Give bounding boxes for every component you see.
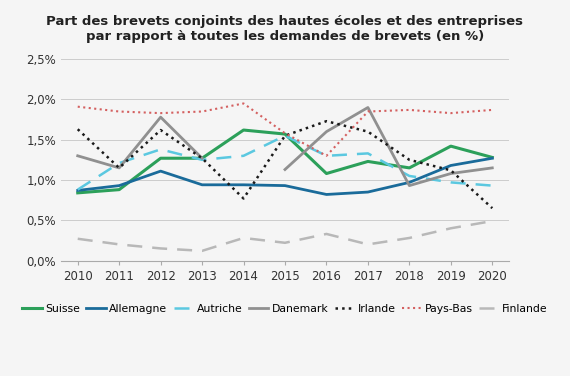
Autriche [447, 180, 454, 185]
Suisse [406, 166, 413, 170]
Allemagne [323, 192, 330, 197]
Allemagne [489, 156, 496, 161]
Suisse [74, 191, 81, 195]
Pays-Bas [447, 111, 454, 115]
Autriche [74, 187, 81, 192]
Danemark [116, 166, 123, 170]
Finlande [323, 232, 330, 236]
Irlande [116, 166, 123, 170]
Pays-Bas [282, 131, 288, 135]
Autriche [240, 153, 247, 158]
Irlande [323, 119, 330, 123]
Danemark [199, 156, 206, 161]
Allemagne [116, 183, 123, 188]
Suisse [489, 155, 496, 160]
Irlande [447, 168, 454, 173]
Irlande [157, 128, 164, 132]
Line: Danemark: Danemark [78, 108, 492, 186]
Allemagne [74, 188, 81, 193]
Allemagne [199, 183, 206, 187]
Irlande [199, 156, 206, 161]
Irlande [364, 129, 371, 134]
Finlande [199, 249, 206, 253]
Danemark [157, 115, 164, 120]
Autriche [406, 174, 413, 178]
Pays-Bas [199, 109, 206, 114]
Finlande [157, 246, 164, 251]
Suisse [364, 159, 371, 164]
Line: Irlande: Irlande [78, 121, 492, 208]
Allemagne [282, 183, 288, 188]
Line: Suisse: Suisse [78, 130, 492, 193]
Irlande [282, 133, 288, 138]
Danemark [74, 153, 81, 158]
Finlande [489, 219, 496, 223]
Line: Allemagne: Allemagne [78, 158, 492, 194]
Irlande [240, 196, 247, 201]
Pays-Bas [489, 108, 496, 112]
Suisse [157, 156, 164, 161]
Suisse [240, 128, 247, 132]
Finlande [447, 226, 454, 230]
Irlande [489, 206, 496, 211]
Finlande [74, 237, 81, 241]
Line: Pays-Bas: Pays-Bas [78, 103, 492, 156]
Suisse [116, 187, 123, 192]
Pays-Bas [74, 105, 81, 109]
Autriche [489, 183, 496, 188]
Irlande [74, 127, 81, 132]
Suisse [447, 144, 454, 149]
Danemark [447, 171, 454, 176]
Autriche [199, 158, 206, 162]
Finlande [364, 242, 371, 247]
Pays-Bas [364, 109, 371, 114]
Allemagne [157, 169, 164, 173]
Finlande [406, 236, 413, 240]
Allemagne [447, 163, 454, 168]
Legend: Suisse, Allemagne, Autriche, Danemark, Irlande, Pays-Bas, Finlande: Suisse, Allemagne, Autriche, Danemark, I… [18, 299, 552, 318]
Allemagne [240, 183, 247, 187]
Irlande [406, 158, 413, 162]
Finlande [282, 241, 288, 245]
Danemark [282, 167, 288, 172]
Finlande [240, 236, 247, 240]
Title: Part des brevets conjoints des hautes écoles et des entreprises
par rapport à to: Part des brevets conjoints des hautes éc… [47, 15, 523, 43]
Suisse [199, 156, 206, 161]
Danemark [323, 129, 330, 134]
Danemark [406, 183, 413, 188]
Pays-Bas [240, 101, 247, 106]
Autriche [364, 151, 371, 156]
Autriche [157, 147, 164, 152]
Allemagne [364, 190, 371, 194]
Allemagne [406, 180, 413, 185]
Line: Finlande: Finlande [78, 221, 492, 251]
Autriche [323, 153, 330, 158]
Autriche [282, 133, 288, 138]
Danemark [364, 105, 371, 110]
Danemark [489, 166, 496, 170]
Finlande [116, 242, 123, 247]
Autriche [116, 161, 123, 165]
Suisse [282, 132, 288, 136]
Pays-Bas [116, 109, 123, 114]
Pays-Bas [323, 153, 330, 158]
Pays-Bas [406, 108, 413, 112]
Line: Autriche: Autriche [78, 136, 492, 190]
Pays-Bas [157, 111, 164, 115]
Suisse [323, 171, 330, 176]
